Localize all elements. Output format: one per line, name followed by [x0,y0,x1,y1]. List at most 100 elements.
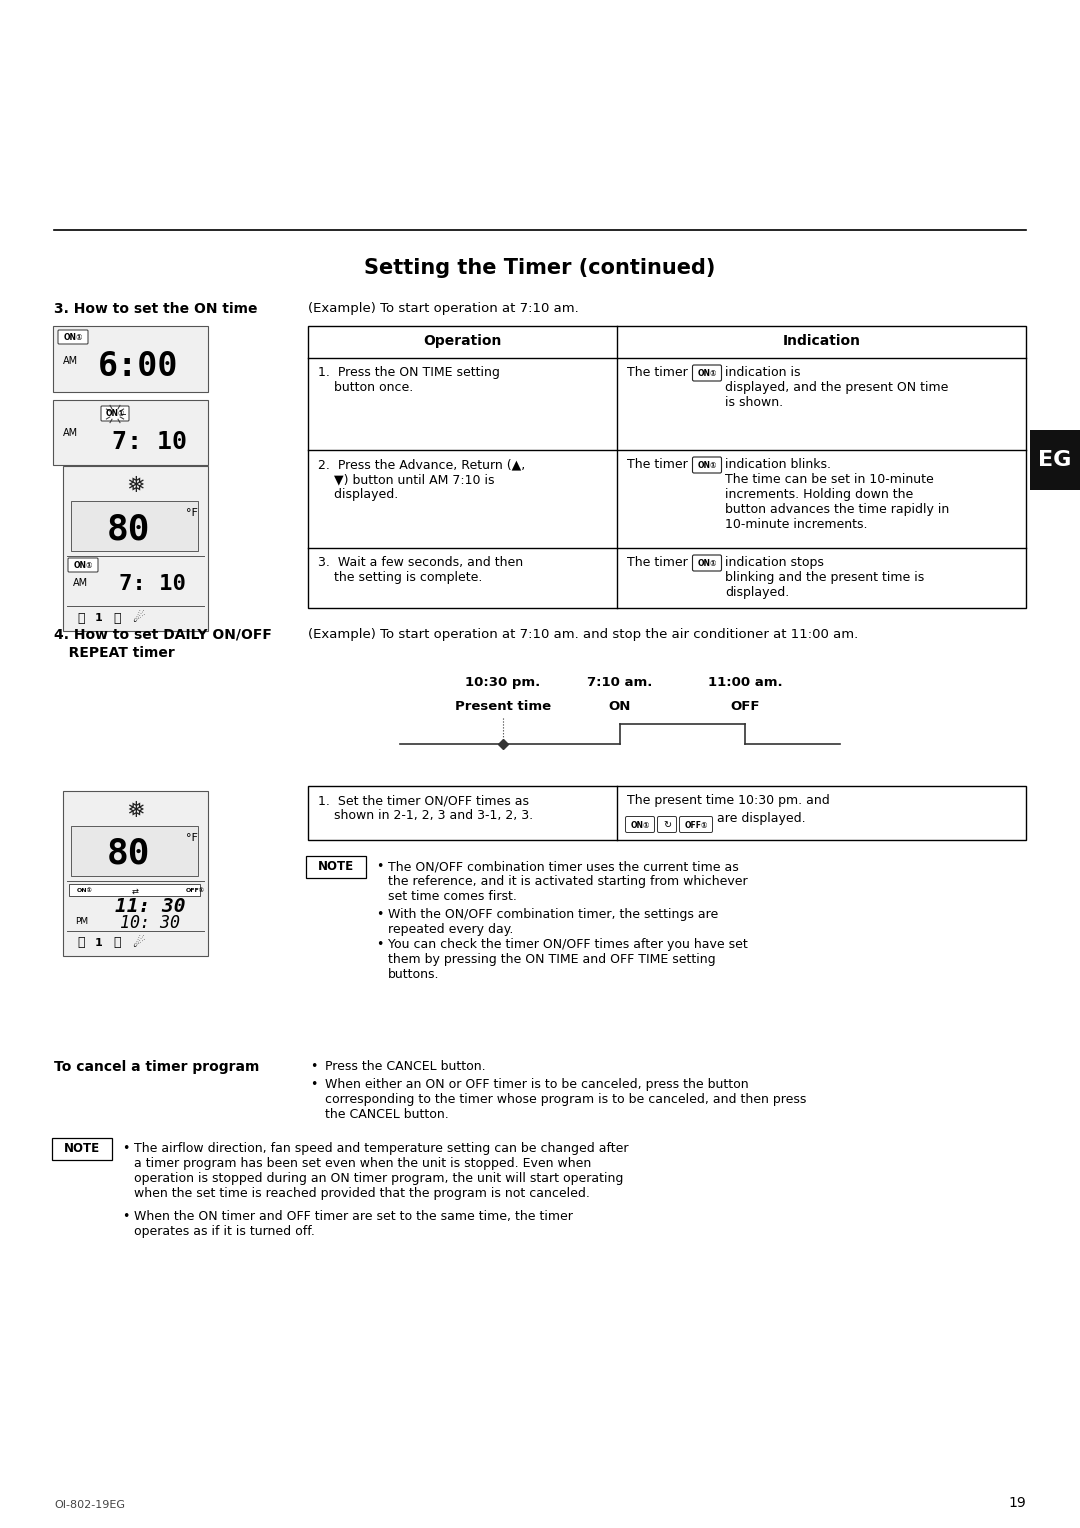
Text: You can check the timer ON/OFF times after you have set
them by pressing the ON : You can check the timer ON/OFF times aft… [388,938,747,981]
Text: ↻: ↻ [663,821,671,830]
Text: 11:00 am.: 11:00 am. [707,675,782,689]
Bar [1030,429,1080,490]
FancyBboxPatch shape [52,1138,112,1160]
Text: NOTE: NOTE [318,860,354,872]
Text: 3.  Wait a few seconds, and then
    the setting is complete.: 3. Wait a few seconds, and then the sett… [318,556,523,584]
Text: When the ON timer and OFF timer are set to the same time, the timer
operates as : When the ON timer and OFF timer are set … [134,1210,572,1238]
Text: (Example) To start operation at 7:10 am. and stop the air conditioner at 11:00 a: (Example) To start operation at 7:10 am.… [308,628,859,642]
Text: ☄: ☄ [132,611,145,625]
Text: Ⓐ: Ⓐ [78,611,84,625]
Bar [53,400,208,465]
Text: 7: 10: 7: 10 [111,431,187,454]
Text: Setting the Timer (continued): Setting the Timer (continued) [364,258,716,278]
Text: To cancel a timer program: To cancel a timer program [54,1060,259,1074]
Text: PM: PM [75,917,89,926]
Text: •: • [376,938,383,950]
Text: ❅: ❅ [126,801,145,821]
Text: ❅: ❅ [126,477,145,497]
Text: 2.  Press the Advance, Return (▲,
    ▼) button until AM 7:10 is
    displayed.: 2. Press the Advance, Return (▲, ▼) butt… [318,458,525,501]
Text: 1.  Set the timer ON/OFF times as
    shown in 2-1, 2, 3 and 3-1, 2, 3.: 1. Set the timer ON/OFF times as shown i… [318,795,534,822]
Text: 1: 1 [95,938,103,947]
Text: •: • [376,860,383,872]
Text: •: • [310,1060,318,1073]
Text: Press the CANCEL button.: Press the CANCEL button. [325,1060,486,1073]
Text: AM: AM [63,356,78,367]
Text: 11: 30: 11: 30 [114,897,186,917]
FancyBboxPatch shape [679,816,713,833]
Text: ON①: ON① [698,559,717,567]
Text: 80: 80 [107,837,150,871]
FancyBboxPatch shape [692,457,721,474]
Text: With the ON/OFF combination timer, the settings are
repeated every day.: With the ON/OFF combination timer, the s… [388,908,718,937]
Bar [53,325,208,393]
Bar [308,325,1026,608]
FancyBboxPatch shape [306,856,366,879]
Text: (Example) To start operation at 7:10 am.: (Example) To start operation at 7:10 am. [308,303,579,315]
Text: ON①: ON① [698,460,717,469]
Bar [63,466,208,631]
Text: 7:10 am.: 7:10 am. [588,675,652,689]
Text: ON①: ON① [73,561,93,570]
Text: The timer: The timer [627,458,688,471]
Text: 19: 19 [1009,1496,1026,1510]
Text: 3. How to set the ON time: 3. How to set the ON time [54,303,257,316]
Text: Present time: Present time [455,700,551,714]
Text: The airflow direction, fan speed and temperature setting can be changed after
a : The airflow direction, fan speed and tem… [134,1141,629,1199]
Text: ON①: ON① [64,333,83,342]
Text: NOTE: NOTE [64,1141,100,1155]
Bar [308,785,1026,840]
FancyBboxPatch shape [625,816,654,833]
Bar [71,827,198,876]
Text: °F: °F [186,507,198,518]
Text: The present time 10:30 pm. and: The present time 10:30 pm. and [627,795,829,807]
Text: The timer: The timer [627,367,688,379]
Text: AM: AM [73,578,89,588]
Bar [71,501,198,552]
Text: are displayed.: are displayed. [717,811,806,825]
Text: 1: 1 [95,613,103,623]
Text: AM: AM [63,428,78,439]
Text: OFF①: OFF① [186,888,205,894]
Text: Ⓐ: Ⓐ [113,937,121,949]
Text: ⇄: ⇄ [132,886,139,895]
Text: •: • [376,908,383,921]
Text: indication blinks.
The time can be set in 10-minute
increments. Holding down the: indication blinks. The time can be set i… [725,458,949,532]
Text: Operation: Operation [423,335,502,348]
Text: OI-802-19EG: OI-802-19EG [54,1500,125,1510]
Text: Indication: Indication [783,335,861,348]
Text: The ON/OFF combination timer uses the current time as
the reference, and it is a: The ON/OFF combination timer uses the cu… [388,860,747,903]
Text: 80: 80 [107,512,150,545]
Bar [69,885,200,895]
Text: indication stops
blinking and the present time is
displayed.: indication stops blinking and the presen… [725,556,924,599]
Text: 10:30 pm.: 10:30 pm. [465,675,541,689]
Text: Ⓐ: Ⓐ [78,937,84,949]
Text: 7: 10: 7: 10 [120,575,187,594]
Bar [63,792,208,957]
FancyBboxPatch shape [692,555,721,571]
Text: °F: °F [186,833,198,843]
Text: REPEAT timer: REPEAT timer [54,646,175,660]
FancyBboxPatch shape [658,816,676,833]
Text: ON①: ON① [77,888,93,894]
Text: •: • [122,1141,130,1155]
Text: The timer: The timer [627,556,688,568]
Text: OFF: OFF [730,700,759,714]
Text: 10: 30: 10: 30 [120,914,180,932]
Text: ON①: ON① [698,368,717,377]
Text: indication is
displayed, and the present ON time
is shown.: indication is displayed, and the present… [725,367,948,410]
Text: 6:00: 6:00 [98,350,178,384]
Text: Ⓐ: Ⓐ [113,611,121,625]
Text: EG: EG [1038,451,1071,471]
Text: ON①: ON① [631,821,650,830]
Text: •: • [310,1077,318,1091]
FancyBboxPatch shape [102,406,129,422]
Text: 1.  Press the ON TIME setting
    button once.: 1. Press the ON TIME setting button once… [318,367,500,394]
Text: OFF①: OFF① [685,821,707,830]
Text: ON①: ON① [105,410,125,419]
Text: 4. How to set DAILY ON/OFF: 4. How to set DAILY ON/OFF [54,628,272,642]
Text: When either an ON or OFF timer is to be canceled, press the button
corresponding: When either an ON or OFF timer is to be … [325,1077,807,1122]
Text: •: • [122,1210,130,1222]
Text: ON: ON [609,700,631,714]
FancyBboxPatch shape [68,558,98,571]
Text: ☄: ☄ [132,937,145,950]
